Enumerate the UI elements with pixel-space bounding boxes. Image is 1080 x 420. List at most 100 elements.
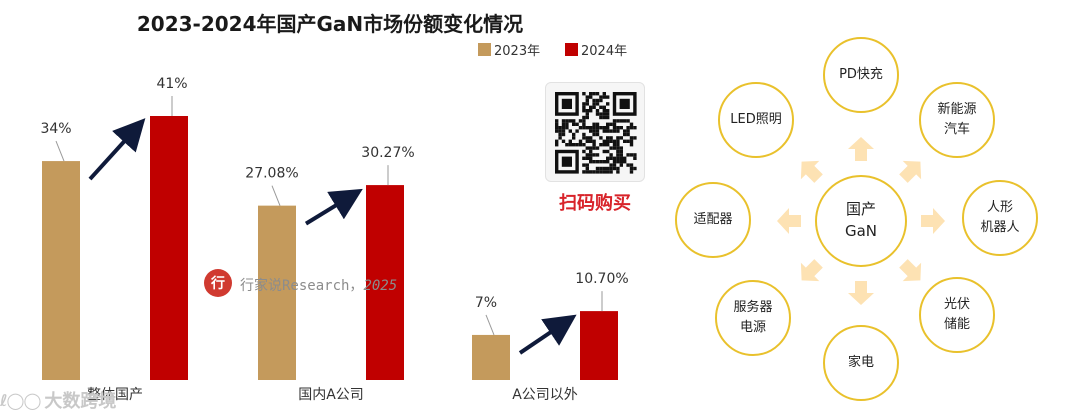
- diagram-arrows: [777, 137, 945, 305]
- qr-module: [582, 109, 586, 113]
- qr-module: [629, 153, 634, 157]
- qr-module: [585, 139, 589, 143]
- qr-module: [626, 129, 630, 133]
- qr-module: [572, 132, 576, 137]
- qr-module: [561, 139, 566, 143]
- flow-arrow-icon: [848, 137, 874, 161]
- watermark-source: 行家说Research，: [240, 278, 364, 294]
- qr-module: [629, 136, 634, 140]
- qr-module: [578, 143, 583, 147]
- chart-panel: 2023-2024年国产GaN市场份额变化情况 2023年 2024年 34% 41…: [40, 12, 645, 403]
- qr-module: [595, 102, 600, 106]
- qr-module: [565, 119, 569, 123]
- qr-module: [626, 153, 630, 157]
- qr-module: [619, 163, 623, 167]
- qr-module: [602, 149, 606, 154]
- qr-module: [616, 160, 620, 164]
- qr-module: [572, 136, 576, 140]
- node-label: LED照明: [730, 111, 782, 127]
- qr-module: [565, 122, 569, 126]
- qr-module: [582, 115, 586, 120]
- qr-module: [589, 153, 593, 157]
- qr-finder-core: [561, 156, 572, 167]
- qr-module: [619, 119, 623, 123]
- qr-module: [585, 170, 589, 174]
- qr-module: [623, 139, 627, 143]
- qr-module: [561, 129, 566, 133]
- qr-module: [589, 149, 593, 154]
- qr-module: [626, 119, 630, 123]
- qr-module: [602, 115, 606, 120]
- qr-module: [609, 122, 613, 126]
- flow-arrow-shape: [921, 208, 945, 234]
- flow-arrow-icon: [848, 281, 874, 305]
- qr-module: [595, 170, 600, 174]
- qr-module: [602, 170, 606, 174]
- qr-module: [602, 105, 606, 109]
- qr-module: [616, 153, 620, 157]
- bar-2024: [150, 116, 188, 380]
- qr-module: [616, 170, 620, 174]
- qr-module: [589, 170, 593, 174]
- qr-module: [619, 149, 623, 154]
- qr-module: [599, 112, 603, 116]
- node-label: 服务器: [733, 299, 773, 315]
- qr-module: [633, 126, 637, 130]
- data-label: 34%: [40, 121, 71, 137]
- qr-module: [592, 105, 596, 109]
- qr-module: [612, 122, 617, 126]
- qr-module: [629, 163, 634, 167]
- qr-module: [558, 126, 562, 130]
- qr-module: [633, 166, 637, 171]
- qr-module: [592, 122, 596, 126]
- legend-label: 2024年: [581, 44, 627, 59]
- node-label-2: 机器人: [980, 220, 1020, 235]
- qr-module: [589, 105, 593, 109]
- watermark-year: 2025: [363, 278, 398, 294]
- qr-module: [606, 122, 610, 126]
- qr-module: [623, 160, 627, 164]
- node-home-appliance: 家电: [823, 325, 899, 401]
- data-label-leader: [55, 140, 65, 162]
- qr-module: [606, 102, 610, 106]
- data-label: 7%: [475, 295, 497, 311]
- data-label: 41%: [156, 76, 187, 92]
- qr-module: [629, 122, 634, 126]
- qr-module: [592, 102, 596, 106]
- qr-module: [558, 132, 562, 137]
- node-center-line1: 国产: [845, 200, 876, 219]
- qr-module: [599, 105, 603, 109]
- qr-module: [589, 139, 593, 143]
- qr-module: [578, 119, 583, 123]
- qr-module: [582, 126, 586, 130]
- qr-module: [606, 160, 610, 164]
- qr-module: [582, 119, 586, 123]
- qr-module: [592, 98, 596, 103]
- qr-module: [606, 115, 610, 120]
- qr-module: [595, 132, 600, 137]
- qr-caption: 扫码购买: [559, 193, 631, 214]
- qr-module: [602, 166, 606, 171]
- qr-module: [612, 156, 617, 160]
- qr-module: [558, 129, 562, 133]
- qr-module: [606, 126, 610, 130]
- qr-code[interactable]: [545, 82, 645, 182]
- qr-module: [582, 143, 586, 147]
- qr-module: [595, 153, 600, 157]
- qr-module: [602, 139, 606, 143]
- qr-module: [585, 166, 589, 171]
- data-label-leader: [271, 185, 281, 206]
- flow-arrow-shape: [800, 160, 823, 183]
- qr-module: [599, 98, 603, 103]
- qr-module: [629, 139, 634, 143]
- qr-module: [606, 136, 610, 140]
- qr-module: [561, 126, 566, 130]
- qr-module: [599, 160, 603, 164]
- qr-module: [561, 132, 566, 137]
- qr-module: [609, 153, 613, 157]
- flow-arrow-icon: [800, 160, 823, 183]
- qr-module: [592, 129, 596, 133]
- qr-module: [599, 115, 603, 120]
- qr-module: [606, 139, 610, 143]
- qr-module: [565, 143, 569, 147]
